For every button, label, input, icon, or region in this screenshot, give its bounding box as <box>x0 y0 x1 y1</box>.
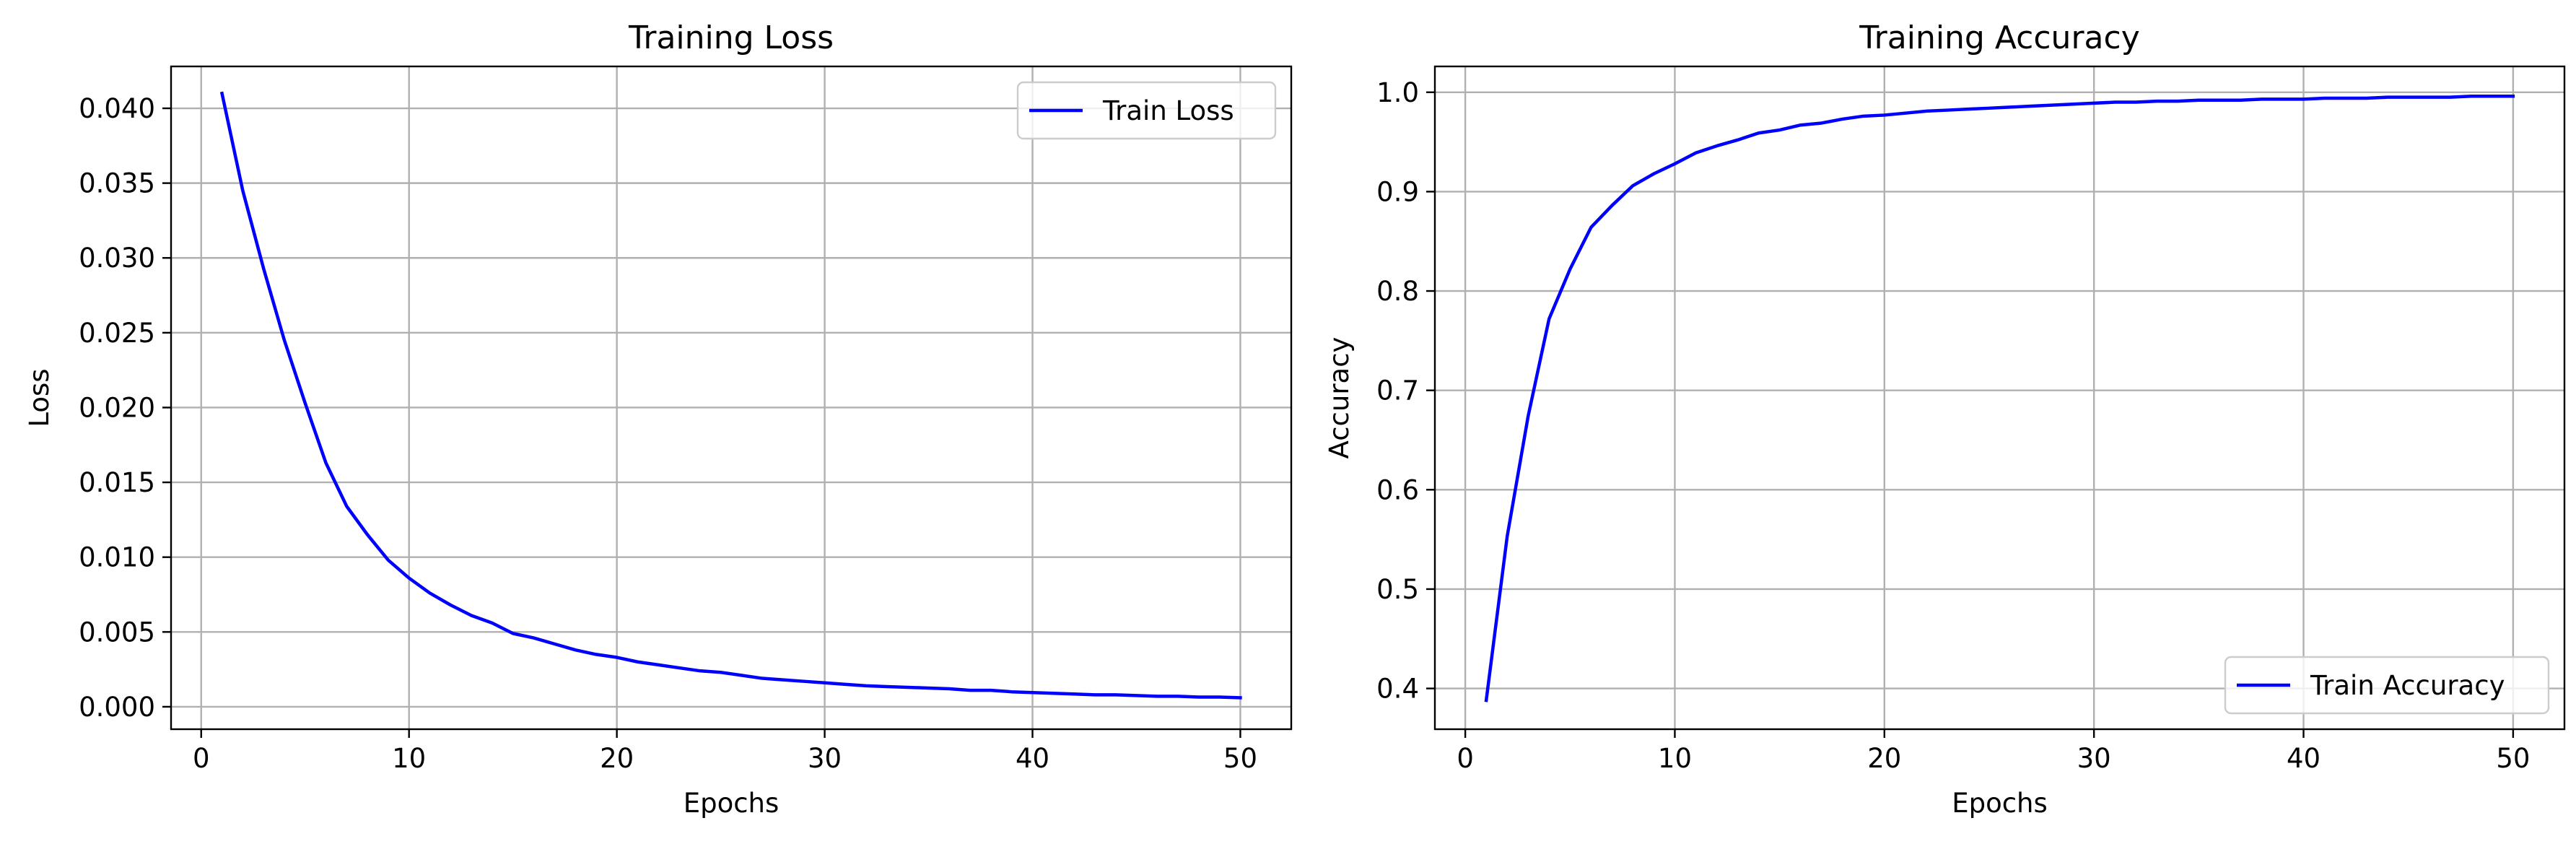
loss-chart: 0 10 20 30 40 50 0.000 0.005 0.010 0.015 0.020 0.02… <box>24 19 1293 819</box>
accuracy-chart-title: Training Accuracy <box>1859 19 2139 56</box>
loss-ytick-label-7: 0.035 <box>79 168 155 199</box>
loss-legend-label-0: Train Loss <box>1102 95 1234 126</box>
accuracy-legend-box <box>2224 656 2550 715</box>
loss-ytick-label-3: 0.015 <box>79 467 155 498</box>
accuracy-xtick-label-2: 20 <box>1867 743 1901 774</box>
loss-chart-title: Training Loss <box>628 19 834 56</box>
loss-ytick-label-5: 0.025 <box>79 318 155 349</box>
loss-ytick-label-0: 0.000 <box>79 692 155 723</box>
loss-legend-box <box>1016 81 1277 140</box>
loss-xtick-label-1: 10 <box>392 743 426 774</box>
accuracy-series-line-0 <box>1484 95 2515 702</box>
accuracy-ytick-label-4: 0.8 <box>1376 276 1419 307</box>
accuracy-ytick-label-0: 0.4 <box>1376 674 1419 705</box>
loss-xtick-label-3: 30 <box>808 743 842 774</box>
accuracy-xtick-label-4: 40 <box>2287 743 2320 774</box>
loss-xtick-label-2: 20 <box>600 743 634 774</box>
loss-series-line-0 <box>219 91 1242 700</box>
loss-xtick-label-4: 40 <box>1016 743 1049 774</box>
loss-y-axis-label: Loss <box>24 368 55 427</box>
loss-plot-frame <box>170 65 1293 731</box>
accuracy-xtick-label-1: 10 <box>1658 743 1692 774</box>
accuracy-x-axis-label: Epochs <box>1952 788 2048 819</box>
loss-xtick-label-0: 0 <box>193 743 210 774</box>
accuracy-ytick-label-5: 0.9 <box>1376 176 1419 207</box>
accuracy-y-axis-label: Accuracy <box>1324 337 1355 459</box>
accuracy-ytick-label-1: 0.5 <box>1376 574 1419 605</box>
accuracy-plot-frame <box>1433 65 2566 731</box>
accuracy-ytick-label-3: 0.7 <box>1376 375 1419 406</box>
accuracy-xtick-label-3: 30 <box>2077 743 2111 774</box>
accuracy-chart: 0 10 20 30 40 50 0.4 0.5 0.6 0.7 0.8 0.9 1.0 Training… <box>1324 19 2566 819</box>
accuracy-xtick-label-5: 50 <box>2496 743 2530 774</box>
loss-x-axis-label: Epochs <box>684 788 780 819</box>
accuracy-ytick-label-6: 1.0 <box>1376 77 1419 108</box>
loss-ytick-label-2: 0.010 <box>79 542 155 573</box>
accuracy-xtick-label-0: 0 <box>1457 743 1474 774</box>
loss-ytick-label-8: 0.040 <box>79 93 155 124</box>
loss-ytick-label-6: 0.030 <box>79 243 155 274</box>
loss-ytick-label-1: 0.005 <box>79 617 155 648</box>
loss-xtick-label-5: 50 <box>1223 743 1257 774</box>
accuracy-ytick-label-2: 0.6 <box>1376 474 1419 505</box>
accuracy-legend-label-0: Train Accuracy <box>2310 670 2505 701</box>
loss-ytick-label-4: 0.020 <box>79 392 155 423</box>
